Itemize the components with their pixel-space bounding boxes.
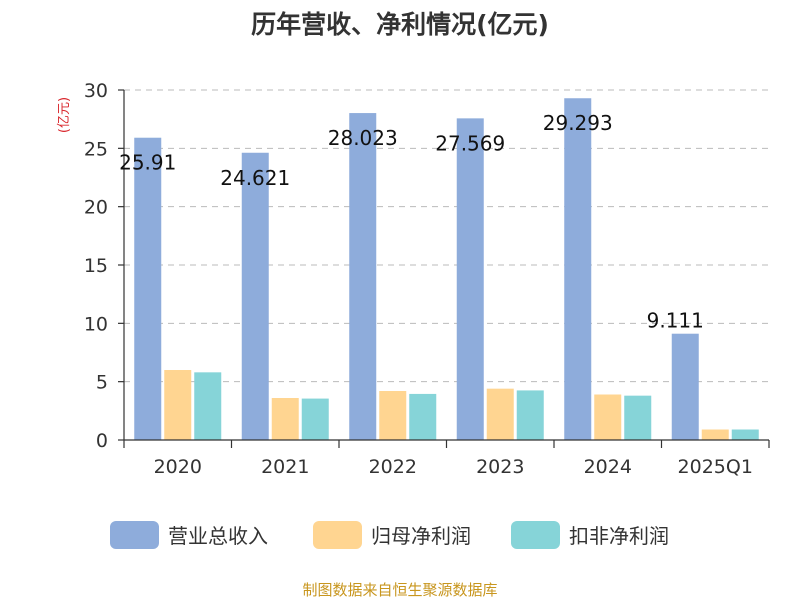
data-label-revenue-2025Q1: 9.111 (647, 309, 704, 333)
legend-swatch-2 (511, 521, 560, 549)
bar-series-0-2025Q1 (671, 333, 699, 440)
legend: 营业总收入 归母净利润 扣非净利润 (110, 521, 669, 549)
axes: 0 5 10 15 20 25 30 2020 2021 2022 2023 2024 2025Q1 (84, 80, 770, 478)
bar-series-1-2025Q1 (701, 429, 729, 440)
source-note: 制图数据来自恒生聚源数据库 (302, 581, 497, 599)
data-label-revenue-2023: 27.569 (435, 131, 505, 155)
y-tick-label: 0 (96, 430, 108, 452)
y-tick-label: 30 (84, 80, 108, 102)
legend-label-2: 扣非净利润 (569, 524, 669, 548)
bar-series-1-2021 (271, 398, 299, 440)
data-labels: 25.91 24.621 28.023 27.569 29.293 9.111 (119, 111, 704, 332)
bar-series-2-2022 (409, 393, 437, 440)
bar-series-0-2020 (134, 137, 162, 440)
x-tick-label: 2025Q1 (678, 456, 753, 478)
bar-series-2-2025Q1 (731, 429, 759, 440)
bar-series-2-2024 (624, 395, 652, 440)
legend-label-0: 营业总收入 (168, 524, 268, 548)
bar-series-2-2023 (516, 390, 544, 440)
bar-series-1-2022 (379, 391, 407, 440)
bar-series-1-2023 (486, 388, 514, 440)
x-tick-label: 2020 (154, 456, 202, 478)
x-tick-label: 2023 (476, 456, 524, 478)
x-tick-label: 2022 (369, 456, 417, 478)
data-label-revenue-2022: 28.023 (328, 126, 398, 150)
bars (134, 98, 759, 440)
legend-swatch-1 (313, 521, 362, 549)
grid-lines (124, 89, 769, 383)
bar-series-0-2024 (564, 98, 592, 440)
bar-series-1-2020 (164, 370, 192, 440)
bar-series-0-2022 (349, 113, 377, 440)
x-tick-label: 2024 (584, 456, 632, 478)
y-tick-label: 15 (84, 255, 108, 277)
x-tick-label: 2021 (261, 456, 309, 478)
data-label-revenue-2020: 25.91 (119, 151, 176, 175)
y-tick-label: 10 (84, 313, 108, 335)
y-tick-label: 25 (84, 138, 108, 160)
y-tick-label: 5 (96, 372, 108, 394)
y-axis-label: (亿元) (57, 97, 72, 133)
bar-series-2-2021 (301, 398, 329, 440)
legend-swatch-0 (110, 521, 159, 549)
data-label-revenue-2021: 24.621 (220, 166, 290, 190)
data-label-revenue-2024: 29.293 (543, 111, 613, 135)
legend-label-1: 归母净利润 (371, 524, 471, 548)
bar-series-0-2023 (456, 118, 484, 440)
bar-series-0-2021 (241, 152, 269, 440)
bar-series-2-2020 (194, 372, 222, 440)
bar-series-1-2024 (594, 394, 622, 440)
chart-title: 历年营收、净利情况(亿元) (251, 10, 549, 39)
y-tick-label: 20 (84, 197, 108, 219)
